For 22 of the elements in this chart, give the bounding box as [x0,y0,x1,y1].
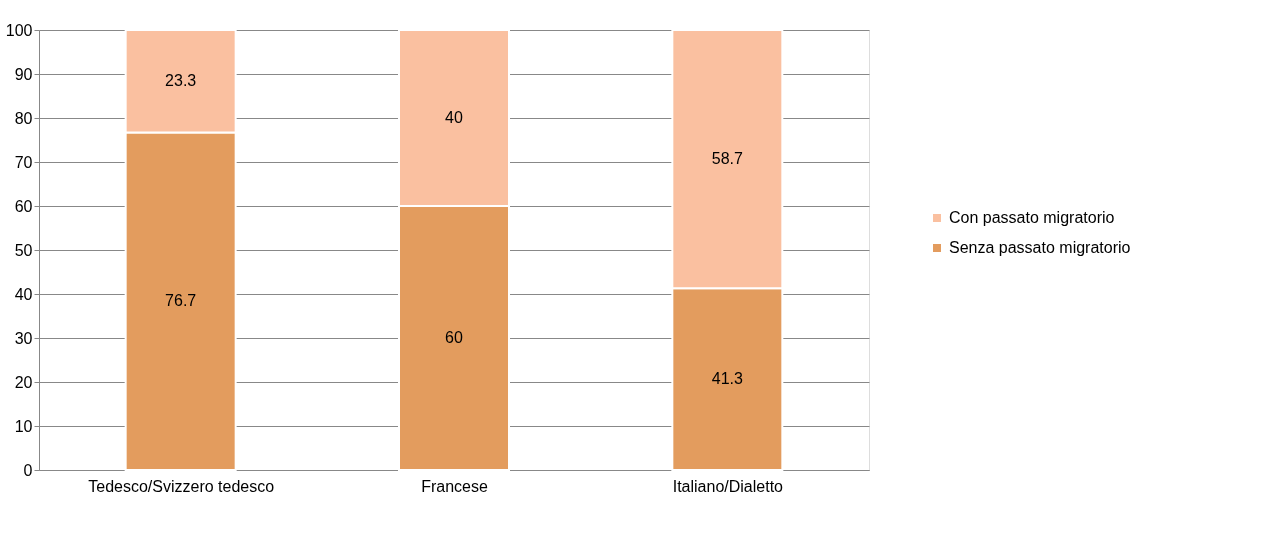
x-tick-label: Francese [421,477,488,495]
y-tick-label: 50 [14,241,33,259]
y-tick-label: 0 [23,461,33,479]
y-tick-label: 90 [14,65,33,83]
y-tick-label: 70 [14,153,33,171]
x-tick-label: Tedesco/Svizzero tedesco [88,477,275,495]
data-label: 76.7 [165,292,197,310]
x-tick-label: Italiano/Dialetto [672,477,784,495]
y-tick-label: 20 [14,373,33,391]
y-tick-label: 10 [14,417,33,435]
data-label: 23.3 [165,72,197,90]
legend-label: Senza passato migratorio [949,239,1131,256]
y-tick-label: 80 [14,109,33,127]
y-tick-label: 100 [5,21,33,39]
data-label: 41.3 [711,370,744,388]
legend-label: Con passato migratorio [949,209,1115,226]
y-tick-label: 40 [14,285,33,303]
data-label: 40 [445,109,463,126]
data-label: 58.7 [711,150,744,168]
y-tick-label: 60 [14,197,33,215]
data-label: 60 [445,329,463,346]
y-tick-label: 30 [14,329,33,347]
